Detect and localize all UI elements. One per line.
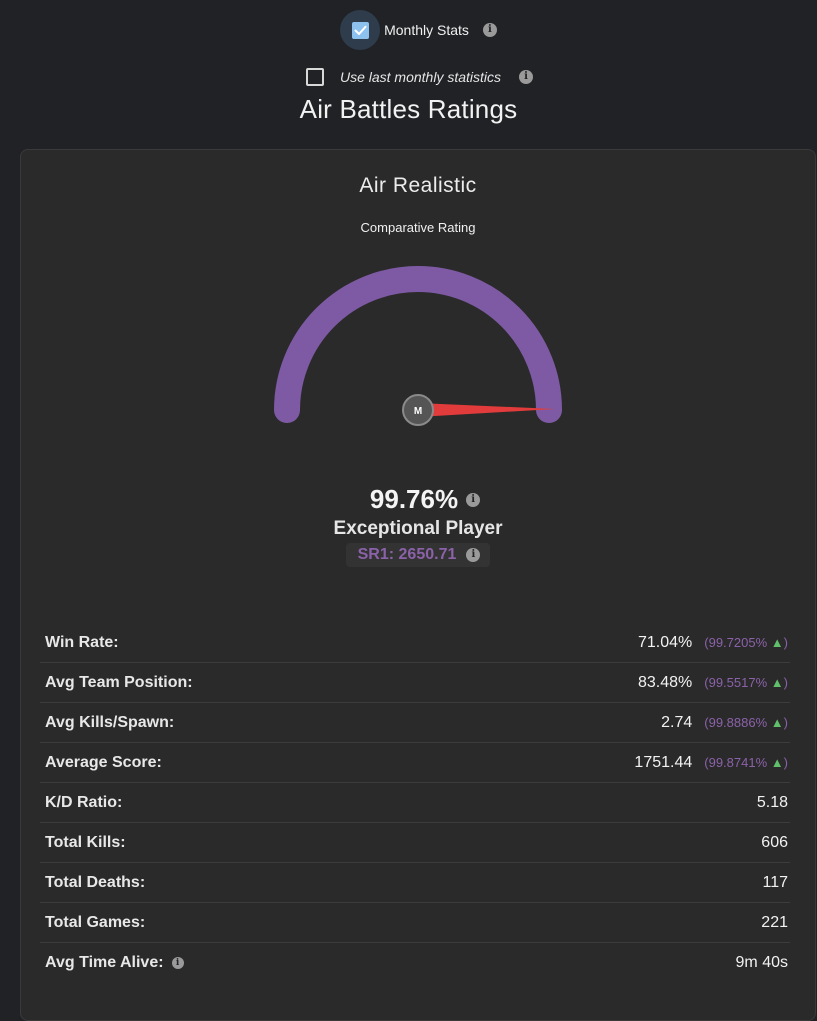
stat-label-text: Avg Team Position:	[45, 673, 193, 691]
use-last-label: Use last monthly statistics	[339, 69, 502, 85]
stat-label-text: Win Rate:	[45, 633, 119, 651]
stat-values: 71.04% (99.7205% ▲)	[638, 634, 788, 652]
comparative-rating-label: Comparative Rating	[360, 220, 476, 235]
stat-percentile-text: (99.8886%	[704, 715, 768, 730]
percentile-value: 99.76%	[369, 484, 459, 514]
stat-values: 5.18	[757, 794, 788, 812]
stat-label-text: Total Deaths:	[45, 873, 146, 891]
stat-percentile-text: (99.8741%	[704, 755, 768, 770]
info-icon[interactable]: i	[482, 23, 497, 37]
air-realistic-card: Air Realistic Comparative Rating M 99.76…	[20, 149, 816, 1021]
gauge-hub-label: M	[414, 406, 422, 417]
stat-row: Average Score: 1751.44 (99.8741% ▲)	[40, 743, 790, 783]
gauge-hub	[402, 394, 434, 426]
stat-percentile: (99.5517% ▲)	[704, 675, 788, 690]
stat-values: 83.48% (99.5517% ▲)	[638, 674, 788, 692]
up-arrow-icon: ▲	[770, 675, 784, 690]
stat-percentile-close: )	[783, 635, 788, 650]
stat-percentile-close: )	[783, 755, 788, 770]
stat-label-text: Avg Time Alive:	[45, 953, 164, 971]
stat-row: Total Deaths: 117	[40, 863, 790, 903]
up-arrow-icon: ▲	[770, 755, 784, 770]
stat-label: Average Score:	[45, 754, 162, 772]
stat-row: Total Games: 221	[40, 903, 790, 943]
monthly-stats-checkbox[interactable]	[340, 10, 381, 50]
gauge-arc	[274, 266, 562, 423]
stat-values: 1751.44 (99.8741% ▲)	[634, 754, 788, 772]
stat-label: Total Kills:	[45, 834, 126, 852]
stat-label: Total Deaths:	[45, 874, 145, 892]
info-icon[interactable]: i	[466, 492, 481, 507]
stat-label: Avg Time Alive: i	[45, 954, 184, 972]
stat-value: 117	[762, 873, 788, 891]
mode-title: Air Realistic	[359, 174, 477, 197]
stat-row: Avg Time Alive: i 9m 40s	[40, 943, 790, 982]
stat-label: K/D Ratio:	[45, 794, 122, 812]
stat-value: 9m 40s	[735, 953, 788, 971]
stat-label-text: Total Games:	[45, 913, 146, 931]
stat-label-text: Average Score:	[45, 753, 162, 771]
rating-gauge: M	[274, 266, 562, 426]
checkmark-icon	[351, 21, 369, 39]
stat-row: Avg Team Position: 83.48% (99.5517% ▲)	[40, 663, 790, 703]
stats-list: Win Rate: 71.04% (99.7205% ▲) Avg Team Posi…	[40, 623, 790, 982]
stat-value: 2.74	[661, 713, 693, 731]
stat-percentile-close: )	[783, 675, 788, 690]
stat-label: Avg Team Position:	[45, 674, 193, 692]
stat-percentile: (99.7205% ▲)	[704, 635, 788, 650]
monthly-stats-label: Monthly Stats	[384, 22, 469, 38]
info-icon[interactable]: i	[466, 548, 481, 562]
monthly-stats-toggle[interactable]: Monthly Stats i	[0, 8, 817, 52]
use-last-checkbox[interactable]	[305, 68, 324, 86]
sr-badge: SR1: 2650.71 i	[345, 543, 491, 567]
stat-label-text: K/D Ratio:	[45, 793, 123, 811]
sr-value: SR1: 2650.71	[357, 546, 457, 563]
stat-label-text: Avg Kills/Spawn:	[45, 713, 175, 731]
up-arrow-icon: ▲	[770, 635, 784, 650]
stat-label: Total Games:	[45, 914, 145, 932]
stat-row: K/D Ratio: 5.18	[40, 783, 790, 823]
stat-label: Avg Kills/Spawn:	[45, 714, 174, 732]
gauge-needle	[417, 403, 555, 417]
stat-row: Win Rate: 71.04% (99.7205% ▲)	[40, 623, 790, 663]
stat-values: 606	[761, 834, 788, 852]
stat-row: Avg Kills/Spawn: 2.74 (99.8886% ▲)	[40, 703, 790, 743]
stat-percentile-text: (99.7205%	[704, 635, 768, 650]
stat-percentile-close: )	[783, 715, 788, 730]
stat-values: 117	[762, 874, 788, 892]
stat-percentile: (99.8886% ▲)	[704, 715, 788, 730]
stat-value: 83.48%	[638, 673, 693, 691]
stat-percentile-text: (99.5517%	[704, 675, 768, 690]
stat-value: 71.04%	[638, 633, 693, 651]
rank-label: Exceptional Player	[333, 518, 503, 539]
info-icon[interactable]: i	[519, 70, 534, 84]
up-arrow-icon: ▲	[770, 715, 784, 730]
stat-label-text: Total Kills:	[45, 833, 126, 851]
stat-value: 606	[761, 833, 788, 851]
info-icon[interactable]: i	[171, 956, 184, 969]
stat-value: 221	[761, 913, 788, 931]
stat-value: 5.18	[756, 793, 788, 811]
page-title: Air Battles Ratings	[299, 94, 518, 124]
stat-values: 9m 40s	[736, 954, 788, 972]
stat-value: 1751.44	[634, 753, 693, 771]
stat-values: 2.74 (99.8886% ▲)	[661, 714, 788, 732]
stat-values: 221	[761, 914, 788, 932]
stat-percentile: (99.8741% ▲)	[704, 755, 788, 770]
use-last-monthly-toggle[interactable]: Use last monthly statistics i	[0, 66, 817, 88]
stat-row: Total Kills: 606	[40, 823, 790, 863]
stat-label: Win Rate:	[45, 634, 119, 652]
